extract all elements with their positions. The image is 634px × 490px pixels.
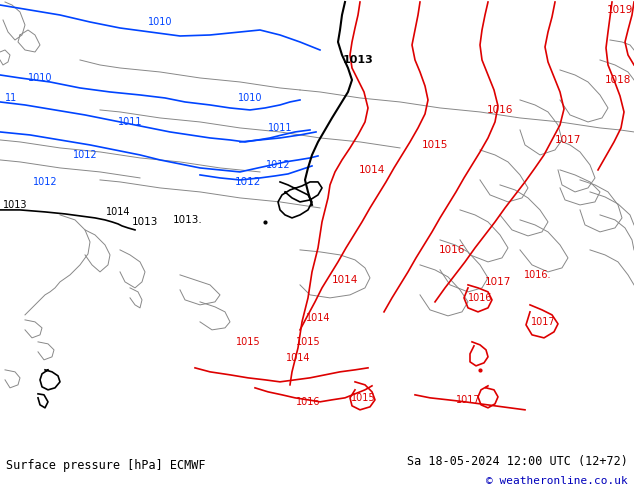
Text: 1014: 1014 <box>286 353 310 363</box>
Text: © weatheronline.co.uk: © weatheronline.co.uk <box>486 476 628 486</box>
Text: 1017: 1017 <box>485 277 511 287</box>
Text: 1014: 1014 <box>106 207 130 217</box>
Text: 1012: 1012 <box>73 150 97 160</box>
Text: 1014: 1014 <box>359 165 385 175</box>
Text: 1018: 1018 <box>605 75 631 85</box>
Text: 1016: 1016 <box>295 397 320 407</box>
Text: 1017: 1017 <box>531 317 555 327</box>
Text: 1014: 1014 <box>332 275 358 285</box>
Text: 1010: 1010 <box>238 93 262 103</box>
Text: 11: 11 <box>5 93 17 103</box>
Text: 1012: 1012 <box>235 177 261 187</box>
Text: 1016: 1016 <box>468 293 492 303</box>
Text: 1017: 1017 <box>555 135 581 145</box>
Text: 1016: 1016 <box>439 245 465 255</box>
Text: 1010: 1010 <box>148 17 172 27</box>
Text: 1015: 1015 <box>295 337 320 347</box>
Text: 1015: 1015 <box>236 337 261 347</box>
Text: 1014: 1014 <box>306 313 330 323</box>
Text: 1017: 1017 <box>456 395 481 405</box>
Text: Surface pressure [hPa] ECMWF: Surface pressure [hPa] ECMWF <box>6 459 206 471</box>
Text: 1016: 1016 <box>487 105 513 115</box>
Text: 1013: 1013 <box>3 200 27 210</box>
Text: 1013: 1013 <box>132 217 158 227</box>
Text: 1019: 1019 <box>607 5 633 15</box>
Text: 1015: 1015 <box>422 140 448 150</box>
Text: 1010: 1010 <box>28 73 52 83</box>
Text: 1011: 1011 <box>118 117 142 127</box>
Text: 1016.: 1016. <box>524 270 552 280</box>
Text: 1012: 1012 <box>266 160 290 170</box>
Text: 1013: 1013 <box>342 55 373 65</box>
Text: 1011: 1011 <box>268 123 292 133</box>
Text: 1015: 1015 <box>351 393 375 403</box>
Text: Sa 18-05-2024 12:00 UTC (12+72): Sa 18-05-2024 12:00 UTC (12+72) <box>407 455 628 467</box>
Text: 1012: 1012 <box>33 177 57 187</box>
Text: 1013.: 1013. <box>173 215 203 225</box>
